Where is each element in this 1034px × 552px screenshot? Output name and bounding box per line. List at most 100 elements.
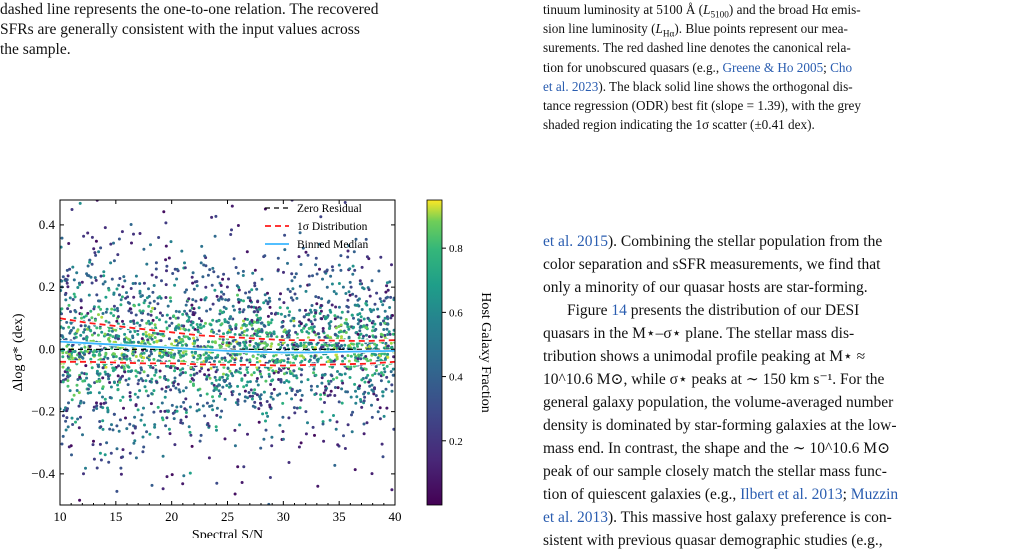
scatter-point bbox=[286, 261, 289, 265]
scatter-point bbox=[203, 373, 207, 377]
scatter-point bbox=[112, 259, 116, 263]
scatter-point bbox=[270, 318, 274, 322]
scatter-point bbox=[272, 371, 276, 375]
citation-link[interactable]: Ilbert et al. 2013 bbox=[740, 486, 843, 503]
citation-link[interactable]: et al. 2023 bbox=[543, 78, 599, 94]
scatter-point bbox=[189, 380, 192, 384]
scatter-point bbox=[170, 342, 174, 346]
scatter-point bbox=[379, 255, 383, 259]
scatter-point bbox=[129, 320, 133, 323]
scatter-point bbox=[298, 320, 302, 324]
scatter-point bbox=[150, 337, 154, 341]
scatter-point bbox=[104, 295, 108, 299]
scatter-point bbox=[245, 250, 249, 254]
scatter-point bbox=[146, 338, 150, 342]
citation-link[interactable]: et al. 2015 bbox=[543, 233, 608, 250]
scatter-point bbox=[262, 437, 266, 441]
scatter-point bbox=[253, 400, 257, 404]
scatter-point bbox=[72, 350, 76, 354]
scatter-point bbox=[197, 306, 201, 310]
scatter-point bbox=[387, 330, 391, 334]
body-text: et al. 2015). Combining the stellar popu… bbox=[543, 230, 1034, 552]
citation-link[interactable]: et al. 2013 bbox=[543, 509, 608, 526]
scatter-point bbox=[300, 354, 304, 358]
scatter-point bbox=[362, 324, 366, 328]
scatter-point bbox=[258, 359, 262, 363]
scatter-point bbox=[146, 340, 150, 344]
scatter-point bbox=[322, 391, 326, 395]
scatter-point bbox=[213, 386, 217, 390]
scatter-point bbox=[219, 345, 223, 348]
scatter-point bbox=[182, 324, 186, 328]
scatter-point bbox=[181, 367, 185, 371]
scatter-point bbox=[240, 377, 244, 381]
scatter-point bbox=[210, 283, 214, 287]
scatter-point bbox=[216, 275, 220, 279]
scatter-point bbox=[297, 324, 301, 328]
scatter-point bbox=[151, 318, 155, 322]
scatter-point bbox=[332, 343, 336, 347]
scatter-point bbox=[120, 230, 124, 234]
scatter-point bbox=[75, 383, 79, 387]
scatter-point bbox=[169, 388, 173, 392]
scatter-point bbox=[369, 358, 373, 362]
scatter-point bbox=[306, 421, 309, 425]
scatter-point bbox=[215, 406, 219, 410]
scatter-point bbox=[77, 404, 81, 408]
scatter-point bbox=[61, 355, 65, 359]
scatter-point bbox=[245, 383, 249, 387]
citation-link[interactable]: Muzzin bbox=[850, 486, 899, 503]
scatter-point bbox=[110, 423, 113, 427]
scatter-point bbox=[107, 329, 111, 333]
scatter-point bbox=[217, 319, 221, 323]
scatter-point bbox=[154, 368, 158, 372]
scatter-point bbox=[276, 268, 280, 272]
scatter-point bbox=[112, 304, 116, 308]
scatter-point bbox=[214, 370, 218, 374]
scatter-point bbox=[282, 270, 285, 274]
scatter-point bbox=[370, 383, 374, 387]
scatter-point bbox=[312, 371, 316, 375]
scatter-point bbox=[390, 383, 394, 387]
scatter-point bbox=[172, 314, 176, 318]
scatter-point bbox=[66, 366, 70, 370]
scatter-point bbox=[229, 384, 233, 388]
scatter-point bbox=[247, 290, 251, 294]
scatter-point bbox=[271, 397, 275, 401]
scatter-point bbox=[247, 304, 251, 308]
scatter-point bbox=[192, 356, 196, 359]
scatter-point bbox=[156, 332, 160, 336]
scatter-point bbox=[343, 321, 347, 325]
scatter-point bbox=[283, 328, 287, 332]
scatter-point bbox=[252, 345, 256, 349]
scatter-point bbox=[281, 415, 285, 419]
scatter-point bbox=[255, 313, 259, 317]
scatter-point bbox=[87, 325, 91, 329]
scatter-point bbox=[189, 373, 193, 377]
figure-link[interactable]: 14 bbox=[611, 302, 627, 319]
citation-link[interactable]: Greene & Ho 2005 bbox=[722, 59, 824, 75]
scatter-point bbox=[183, 335, 187, 339]
scatter-point bbox=[341, 285, 345, 289]
scatter-point bbox=[123, 332, 127, 336]
citation-link[interactable]: Cho bbox=[830, 59, 853, 75]
scatter-point bbox=[258, 369, 262, 373]
scatter-point bbox=[138, 323, 142, 327]
scatter-point bbox=[373, 372, 377, 376]
scatter-point bbox=[178, 353, 182, 357]
scatter-point bbox=[99, 274, 103, 278]
scatter-point bbox=[94, 253, 98, 257]
scatter-point bbox=[112, 291, 116, 295]
scatter-point bbox=[143, 342, 147, 346]
scatter-point bbox=[105, 441, 109, 445]
scatter-point bbox=[128, 391, 132, 395]
scatter-point bbox=[232, 257, 236, 261]
scatter-point bbox=[79, 306, 83, 310]
scatter-point bbox=[182, 400, 186, 404]
scatter-point bbox=[61, 380, 65, 384]
scatter-point bbox=[387, 380, 391, 384]
scatter-point bbox=[154, 275, 158, 279]
scatter-point bbox=[200, 244, 204, 248]
scatter-point bbox=[236, 224, 240, 227]
scatter-point bbox=[184, 303, 188, 307]
